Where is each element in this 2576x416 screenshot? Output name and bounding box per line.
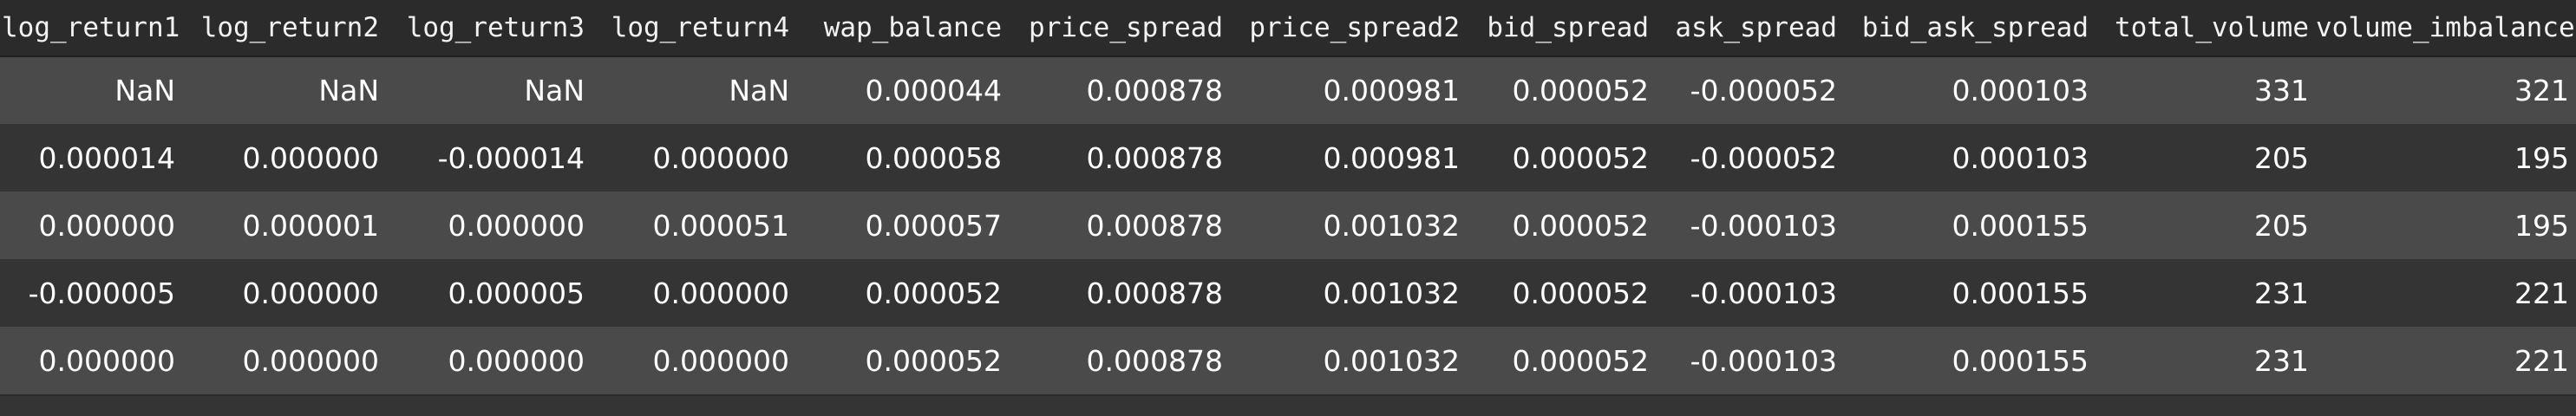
table-cell: 0.000052 (1512, 208, 1649, 243)
table-row: 0.000000 0.000001 0.000000 0.000051 0.000057… (0, 192, 2576, 259)
column-header: wap_balance (796, 0, 1009, 57)
column-header: log_return3 (386, 0, 592, 57)
table-cell: -0.000014 (437, 140, 585, 175)
table-cell: 0.000155 (1952, 208, 2089, 243)
table-cell: 0.000000 (242, 343, 379, 378)
table-row: NaN NaN NaN NaN 0.000044 0.000878 0.000981 0.00… (0, 56, 2576, 124)
table-cell: 231 (2254, 343, 2309, 378)
column-header: log_return2 (182, 0, 386, 57)
table-cell: 0.000052 (1512, 343, 1649, 378)
table-row: 0.000000 0.000000 0.000000 0.000000 0.000052… (0, 327, 2576, 394)
table-cell: 0.000052 (1512, 140, 1649, 175)
table-cell: 195 (2514, 140, 2569, 175)
column-header: bid_spread (1467, 0, 1656, 57)
table-cell: -0.000052 (1690, 140, 1837, 175)
table-cell: 0.000052 (865, 276, 1002, 310)
table-row: -0.000005 0.000000 0.000005 0.000000 0.00005… (0, 259, 2576, 327)
column-header: log_return1 (0, 0, 182, 57)
table-cell: 321 (2514, 74, 2569, 107)
table-cell: 0.000052 (1512, 276, 1649, 310)
table-cell: 0.000014 (38, 140, 175, 175)
table-cell: 0.000000 (448, 343, 585, 378)
table-cell: 0.000103 (1952, 140, 2089, 175)
table-cell: 195 (2514, 208, 2569, 243)
next-row-edge (0, 396, 2576, 416)
table-cell: 0.000052 (865, 343, 1002, 378)
table-cell: 0.000000 (38, 343, 175, 378)
table-cell: 221 (2514, 276, 2569, 310)
table-cell: 0.000878 (1086, 276, 1223, 310)
table-cell: -0.000103 (1690, 343, 1837, 378)
table-cell: 0.001032 (1323, 208, 1460, 243)
table-row: 0.000014 0.000000 -0.000014 0.000000 0.00005… (0, 124, 2576, 192)
column-header: total_volume (2095, 0, 2316, 57)
table-cell: 0.000981 (1323, 74, 1460, 107)
table-body: NaN NaN NaN NaN 0.000044 0.000878 0.000981 0.00… (0, 56, 2576, 394)
table-cell: 0.001032 (1323, 276, 1460, 310)
table-cell: 0.000981 (1323, 140, 1460, 175)
column-header: volume_imbalance (2316, 0, 2576, 57)
table-cell: 0.000052 (1512, 74, 1649, 107)
table-cell: 0.000001 (242, 208, 379, 243)
table-cell: 0.000000 (242, 140, 379, 175)
table-cell: NaN (524, 74, 585, 107)
table-cell: 0.000000 (448, 208, 585, 243)
table-cell: 231 (2254, 276, 2309, 310)
table-cell: -0.000052 (1690, 74, 1837, 107)
table-cell: NaN (318, 74, 379, 107)
table-cell: -0.000005 (28, 276, 175, 310)
column-header: ask_spread (1656, 0, 1844, 57)
column-header: price_spread (1009, 0, 1230, 57)
table-cell: 0.000000 (652, 140, 789, 175)
table-cell: 0.001032 (1323, 343, 1460, 378)
table-cell: 331 (2254, 74, 2309, 107)
table-cell: NaN (114, 74, 175, 107)
table-cell: 0.000044 (865, 74, 1002, 107)
table-cell: 221 (2514, 343, 2569, 378)
dataframe-table: log_return1 log_return2 log_return3 log_ret… (0, 0, 2576, 394)
table-cell: 0.000000 (38, 208, 175, 243)
table-cell: NaN (729, 74, 789, 107)
table-cell: 0.000878 (1086, 140, 1223, 175)
table-cell: 0.000155 (1952, 276, 2089, 310)
table-cell: 0.000000 (652, 276, 789, 310)
table-cell: 0.000000 (242, 276, 379, 310)
table-cell: 0.000051 (652, 208, 789, 243)
column-header: price_spread2 (1230, 0, 1467, 57)
table-cell: 0.000878 (1086, 343, 1223, 378)
table-header-row: log_return1 log_return2 log_return3 log_ret… (0, 0, 2576, 57)
table-cell: 0.000155 (1952, 343, 2089, 378)
table-cell: 0.000058 (865, 140, 1002, 175)
table-cell: 0.000000 (652, 343, 789, 378)
table-cell: 0.000005 (448, 276, 585, 310)
table-cell: 0.000103 (1952, 74, 2089, 107)
table-cell: 205 (2254, 208, 2309, 243)
table-cell: -0.000103 (1690, 208, 1837, 243)
table-cell: 0.000057 (865, 208, 1002, 243)
column-header: bid_ask_spread (1844, 0, 2095, 57)
table-cell: -0.000103 (1690, 276, 1837, 310)
table-cell: 205 (2254, 140, 2309, 175)
table-cell: 0.000878 (1086, 208, 1223, 243)
column-header: log_return4 (592, 0, 796, 57)
table-cell: 0.000878 (1086, 74, 1223, 107)
